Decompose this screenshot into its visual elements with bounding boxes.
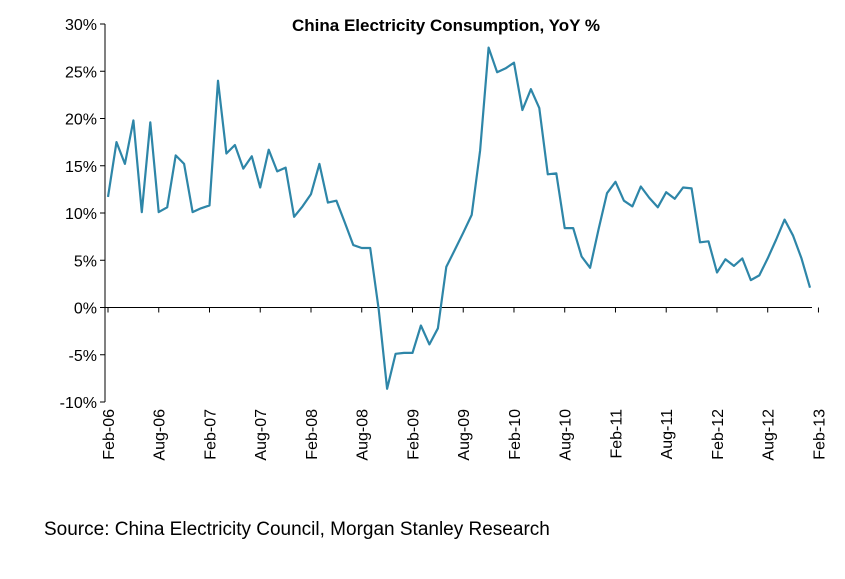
y-tick-label: 25% xyxy=(65,64,97,81)
x-tick-label: Feb-12 xyxy=(710,409,727,460)
chart-title: China Electricity Consumption, YoY % xyxy=(292,16,600,35)
x-tick-label: Aug-12 xyxy=(761,409,778,461)
x-tick-label: Aug-08 xyxy=(355,409,372,461)
y-axis: 30% 25% 20% 15% 10% 5% 0% -5% -10% xyxy=(60,17,106,412)
x-axis: Feb-06 Aug-06 Feb-07 Aug-07 Feb-08 Aug-08 Feb-… xyxy=(101,307,828,461)
plot-area xyxy=(106,46,812,390)
x-tick-label: Aug-11 xyxy=(659,409,676,460)
y-tick-label: 10% xyxy=(65,206,97,223)
source-note: Source: China Electricity Council, Morga… xyxy=(44,519,550,540)
x-tick-label: Aug-07 xyxy=(253,409,270,461)
y-tick-label: 30% xyxy=(65,17,97,34)
y-tick-label: -10% xyxy=(60,395,97,412)
x-tick-label: Aug-06 xyxy=(152,409,169,461)
series-line xyxy=(106,46,812,390)
y-tick-label: 20% xyxy=(65,112,97,129)
x-tick-label: Feb-06 xyxy=(101,409,118,460)
y-tick-label: 5% xyxy=(74,253,97,270)
x-tick-label: Aug-10 xyxy=(558,409,575,461)
x-tick-label: Feb-08 xyxy=(304,409,321,460)
x-tick-label: Aug-09 xyxy=(456,409,473,461)
y-tick-label: -5% xyxy=(69,348,97,365)
x-tick-label: Feb-09 xyxy=(405,409,422,460)
x-tick-label: Feb-10 xyxy=(507,409,524,460)
x-tick-label: Feb-07 xyxy=(202,409,219,460)
x-tick-label: Feb-13 xyxy=(811,409,828,460)
y-tick-label: 15% xyxy=(65,159,97,176)
x-tick-label: Feb-11 xyxy=(608,409,625,459)
y-tick-label: 0% xyxy=(74,301,97,318)
